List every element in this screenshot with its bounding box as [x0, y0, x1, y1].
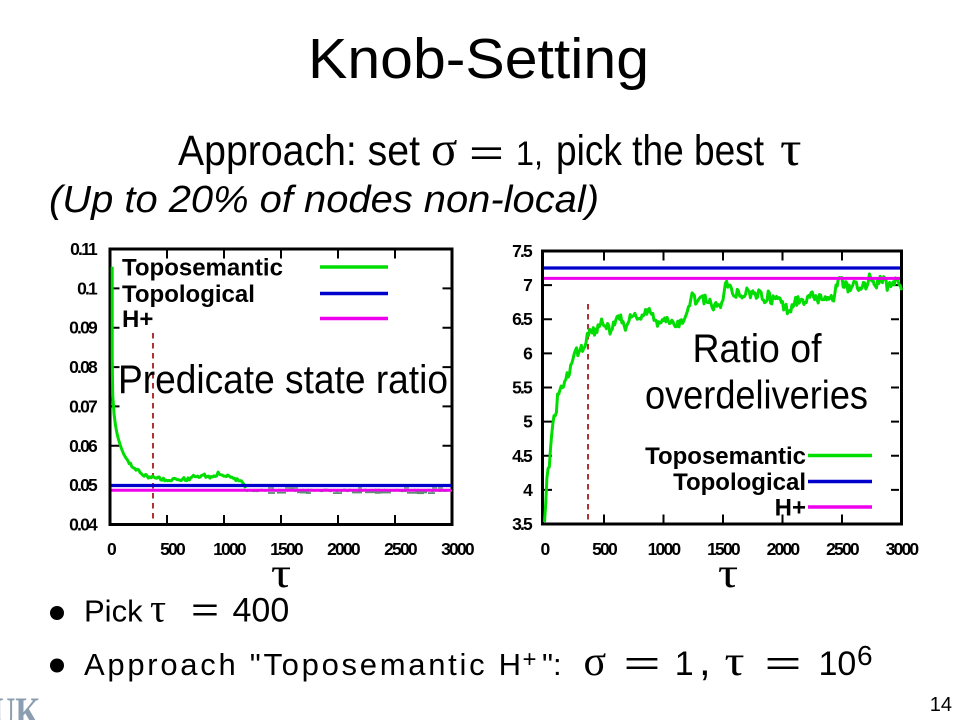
svg-text:1000: 1000 [213, 539, 247, 559]
svg-text:2000: 2000 [327, 539, 361, 559]
svg-text:4: 4 [523, 480, 533, 500]
svg-text:=: = [624, 645, 661, 683]
svg-text:σ: σ [584, 639, 607, 685]
svg-text:Predicate state ratio: Predicate state ratio [118, 358, 448, 402]
svg-text:Topological: Topological [122, 281, 255, 308]
svg-text:(Up to 20% of nodes non-local): (Up to 20% of nodes non-local) [49, 179, 599, 221]
svg-text:σ: σ [431, 121, 457, 176]
svg-text:2000: 2000 [767, 539, 801, 559]
svg-text:1500: 1500 [707, 539, 741, 559]
svg-text:5: 5 [523, 412, 533, 432]
svg-text:τ: τ [725, 639, 745, 685]
svg-text:Approach "Toposemantic H: Approach "Toposemantic H [84, 647, 521, 682]
svg-text:overdeliveries: overdeliveries [645, 374, 868, 418]
svg-text:14: 14 [930, 694, 952, 716]
svg-text:10: 10 [819, 645, 857, 683]
svg-text:5.5: 5.5 [512, 378, 533, 398]
svg-text:":: ": [542, 647, 562, 682]
svg-text:7.5: 7.5 [512, 241, 533, 261]
svg-text:1: 1 [675, 645, 694, 683]
svg-text:6: 6 [857, 640, 873, 671]
svg-text:Pick: Pick [84, 594, 143, 629]
svg-text:,: , [699, 637, 711, 684]
svg-text:0.05: 0.05 [69, 475, 98, 495]
svg-text:1000: 1000 [648, 539, 682, 559]
svg-text:Toposemantic: Toposemantic [645, 443, 806, 470]
svg-text:0.06: 0.06 [69, 436, 98, 456]
svg-text:2500: 2500 [826, 539, 860, 559]
svg-text:3000: 3000 [886, 539, 920, 559]
svg-text:=: = [469, 132, 504, 173]
svg-text:0: 0 [107, 539, 117, 559]
svg-text:τ: τ [271, 551, 291, 597]
svg-text:0: 0 [541, 539, 551, 559]
svg-text:1,: 1, [516, 135, 543, 173]
svg-text:0.04: 0.04 [69, 515, 98, 535]
svg-text:+: + [523, 646, 537, 673]
svg-text:2500: 2500 [384, 539, 418, 559]
svg-text:H+: H+ [775, 495, 806, 522]
svg-text:τ: τ [718, 551, 738, 597]
svg-text:Toposemantic: Toposemantic [122, 255, 283, 282]
svg-text:4.5: 4.5 [512, 446, 533, 466]
svg-text:Topological: Topological [673, 469, 806, 496]
svg-text:3000: 3000 [441, 539, 475, 559]
svg-text:0.08: 0.08 [69, 357, 98, 377]
svg-text:τ: τ [780, 121, 802, 176]
svg-text:τ: τ [150, 586, 166, 631]
svg-text:Ratio of: Ratio of [693, 327, 823, 371]
svg-text:UK: UK [0, 690, 41, 720]
svg-text:0.07: 0.07 [69, 396, 97, 416]
svg-text:7: 7 [523, 275, 532, 295]
svg-text:H+: H+ [122, 306, 153, 333]
svg-text:6: 6 [523, 343, 533, 363]
svg-text:1500: 1500 [270, 539, 304, 559]
svg-text:500: 500 [160, 539, 186, 559]
svg-text:0.11: 0.11 [70, 239, 98, 259]
svg-text:=: = [191, 592, 219, 630]
svg-text:3.5: 3.5 [512, 514, 533, 534]
svg-text:0.09: 0.09 [69, 318, 98, 338]
svg-text:=: = [765, 645, 802, 683]
svg-text:400: 400 [233, 592, 290, 630]
svg-text:pick the best: pick the best [556, 127, 764, 175]
svg-text:0.1: 0.1 [77, 278, 98, 298]
svg-text:Approach: set: Approach: set [178, 127, 420, 175]
svg-text:Knob-Setting: Knob-Setting [308, 27, 649, 91]
svg-text:500: 500 [592, 539, 618, 559]
svg-text:6.5: 6.5 [512, 309, 533, 329]
